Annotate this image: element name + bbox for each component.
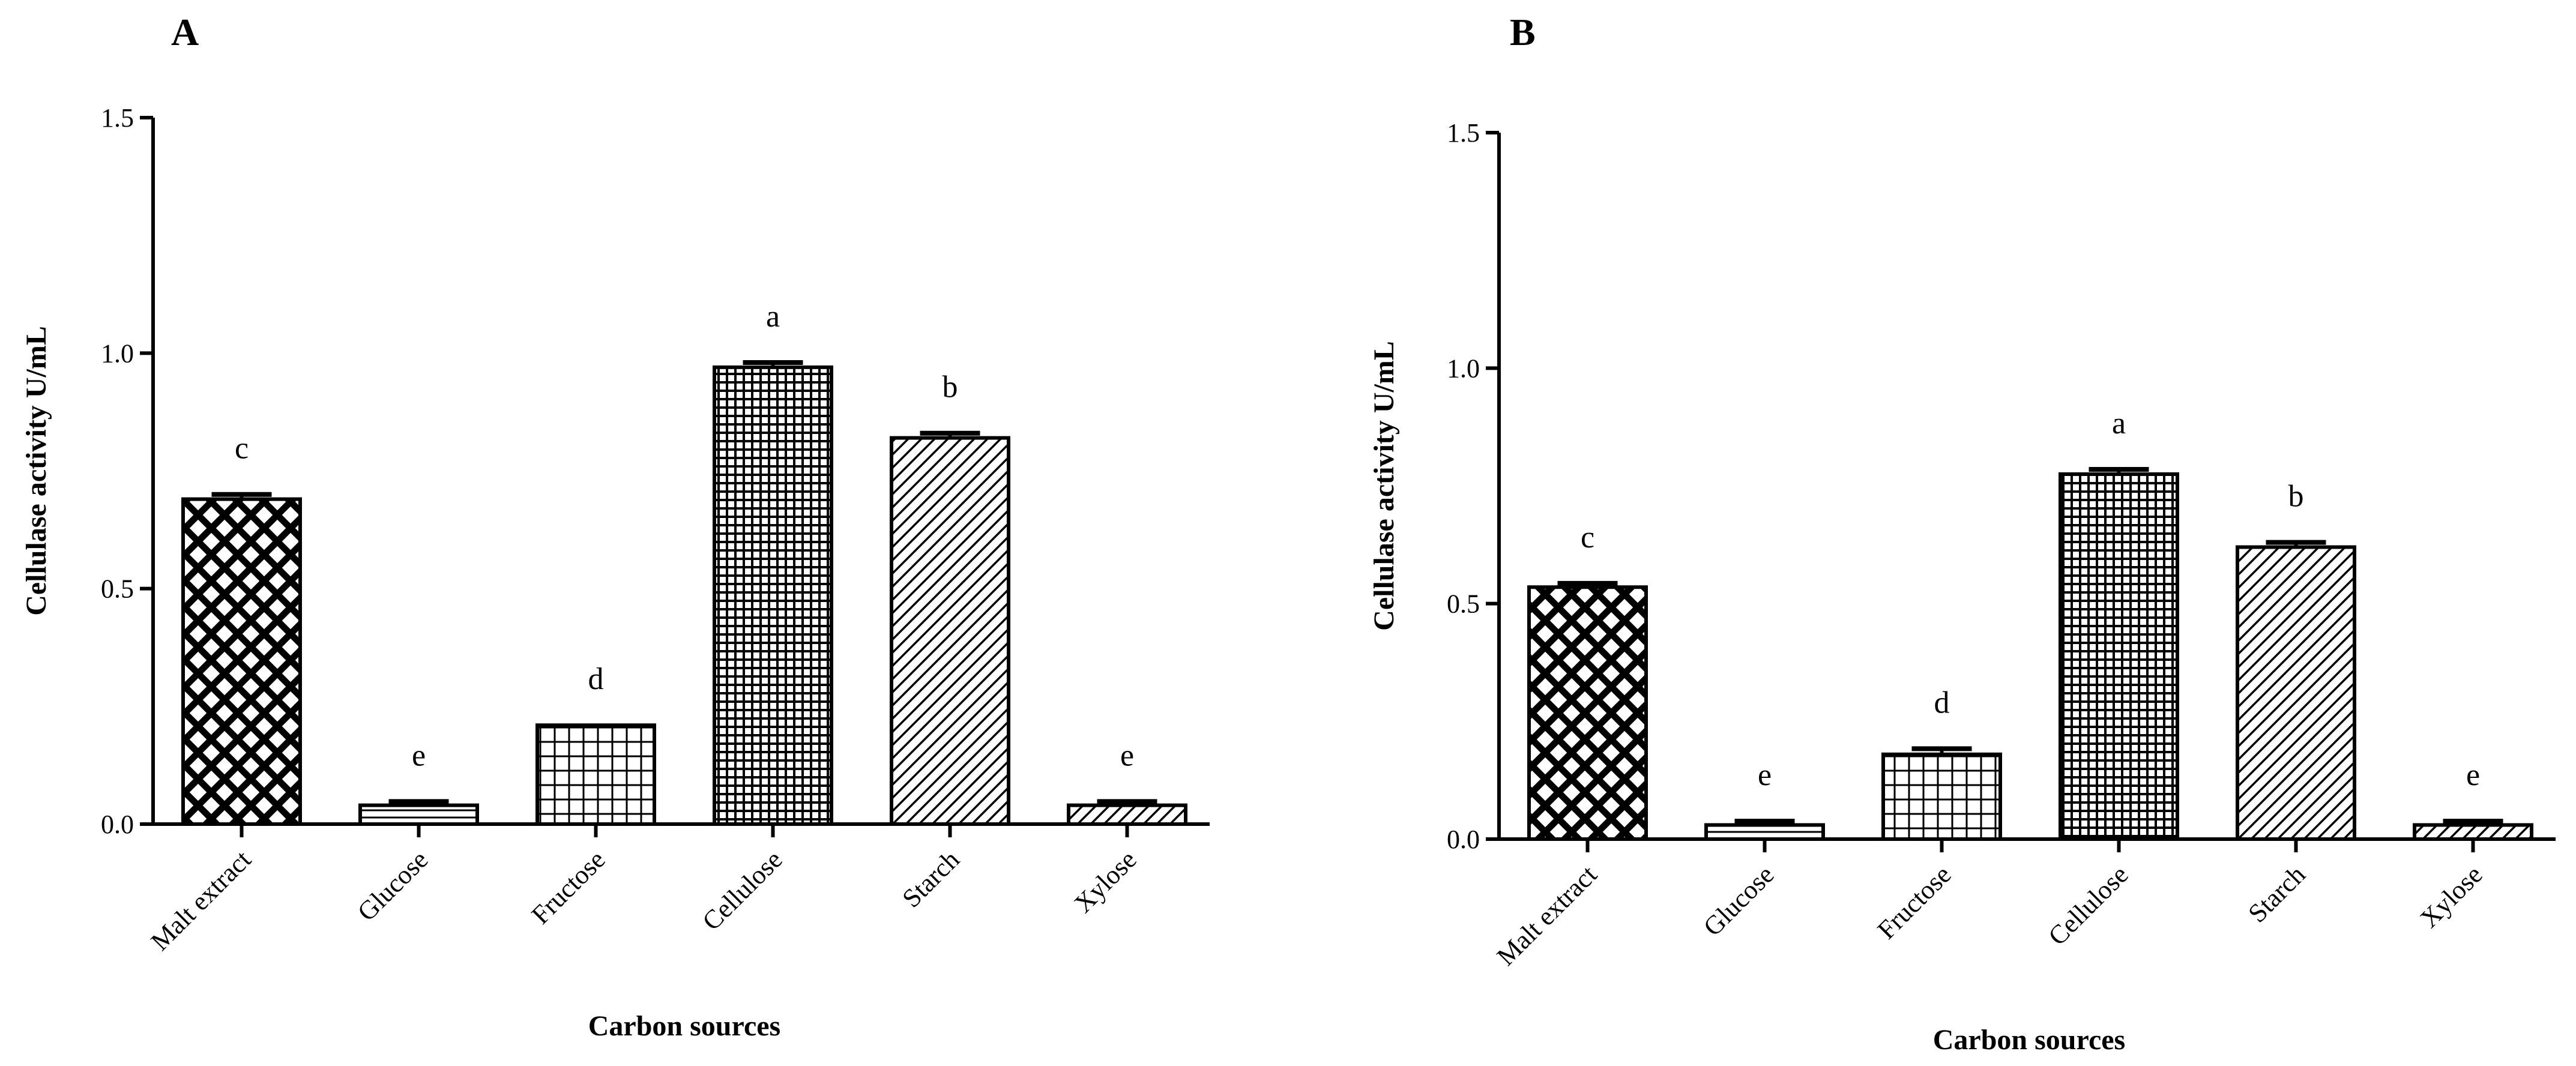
y-tick-label: 1.5 bbox=[1447, 118, 1480, 148]
y-tick-label: 0.0 bbox=[101, 810, 134, 839]
panel-label: A bbox=[171, 11, 199, 53]
bar-starch bbox=[890, 436, 1010, 826]
y-tick-label: 0.5 bbox=[101, 574, 134, 604]
bar-cellulose bbox=[713, 365, 833, 826]
panel-label: B bbox=[1510, 11, 1536, 53]
significance-label: d bbox=[1934, 685, 1950, 720]
bar-xylose bbox=[1067, 803, 1187, 826]
significance-label: e bbox=[1120, 738, 1134, 772]
y-tick-label: 1.5 bbox=[101, 103, 134, 133]
y-tick-label: 0.5 bbox=[1447, 589, 1480, 619]
bar-malt-extract bbox=[181, 497, 302, 826]
significance-label: e bbox=[2466, 758, 2480, 792]
y-axis-title: Cellulase activity U/mL bbox=[20, 326, 52, 616]
significance-label: e bbox=[1758, 758, 1772, 792]
significance-label: c bbox=[235, 432, 249, 466]
x-tick-label: Xylose bbox=[2415, 860, 2488, 933]
significance-label: a bbox=[766, 300, 780, 334]
bar-glucose bbox=[1704, 823, 1825, 841]
x-tick-label: Starch bbox=[896, 845, 965, 913]
x-tick-label: Malt extract bbox=[1491, 860, 1603, 971]
x-axis-title: Carbon sources bbox=[588, 1010, 780, 1042]
bar-fructose bbox=[1881, 752, 2002, 842]
significance-label: c bbox=[1581, 520, 1594, 555]
x-tick-label: Glucose bbox=[1698, 860, 1780, 942]
x-tick-label: Fructose bbox=[526, 845, 611, 930]
significance-label: e bbox=[412, 738, 426, 772]
significance-label: b bbox=[2288, 480, 2304, 514]
y-tick-label: 1.0 bbox=[1447, 354, 1480, 383]
panel-b: B 0.0 0.5 1.0 1.5 Cellulase activity U/mL Carb… bbox=[1368, 11, 2556, 1056]
significance-label: b bbox=[943, 370, 958, 405]
x-tick-label: Cellulose bbox=[696, 845, 788, 936]
x-tick-label: Cellulose bbox=[2042, 860, 2134, 951]
x-tick-label: Starch bbox=[2242, 860, 2311, 928]
x-tick-label: Glucose bbox=[352, 845, 434, 927]
y-tick-label: 1.0 bbox=[101, 339, 134, 368]
bar-glucose bbox=[358, 803, 479, 826]
x-tick-label: Xylose bbox=[1069, 845, 1142, 918]
y-tick-label: 0.0 bbox=[1447, 825, 1480, 854]
x-axis-title: Carbon sources bbox=[1933, 1024, 2125, 1056]
bar-fructose bbox=[535, 723, 656, 826]
x-tick-label: Malt extract bbox=[145, 845, 257, 956]
significance-label: a bbox=[2112, 406, 2126, 441]
panel-a: A 0.0 0.5 1.0 1.5 Cellulase activity U/mL Carb… bbox=[20, 11, 1210, 1042]
y-axis-title: Cellulase activity U/mL bbox=[1368, 341, 1400, 631]
x-tick-label: Fructose bbox=[1872, 860, 1957, 945]
bar-malt-extract bbox=[1527, 585, 1648, 841]
bar-cellulose bbox=[2059, 472, 2179, 841]
bar-starch bbox=[2236, 545, 2356, 841]
bar-xylose bbox=[2413, 823, 2533, 841]
significance-label: d bbox=[588, 662, 604, 696]
